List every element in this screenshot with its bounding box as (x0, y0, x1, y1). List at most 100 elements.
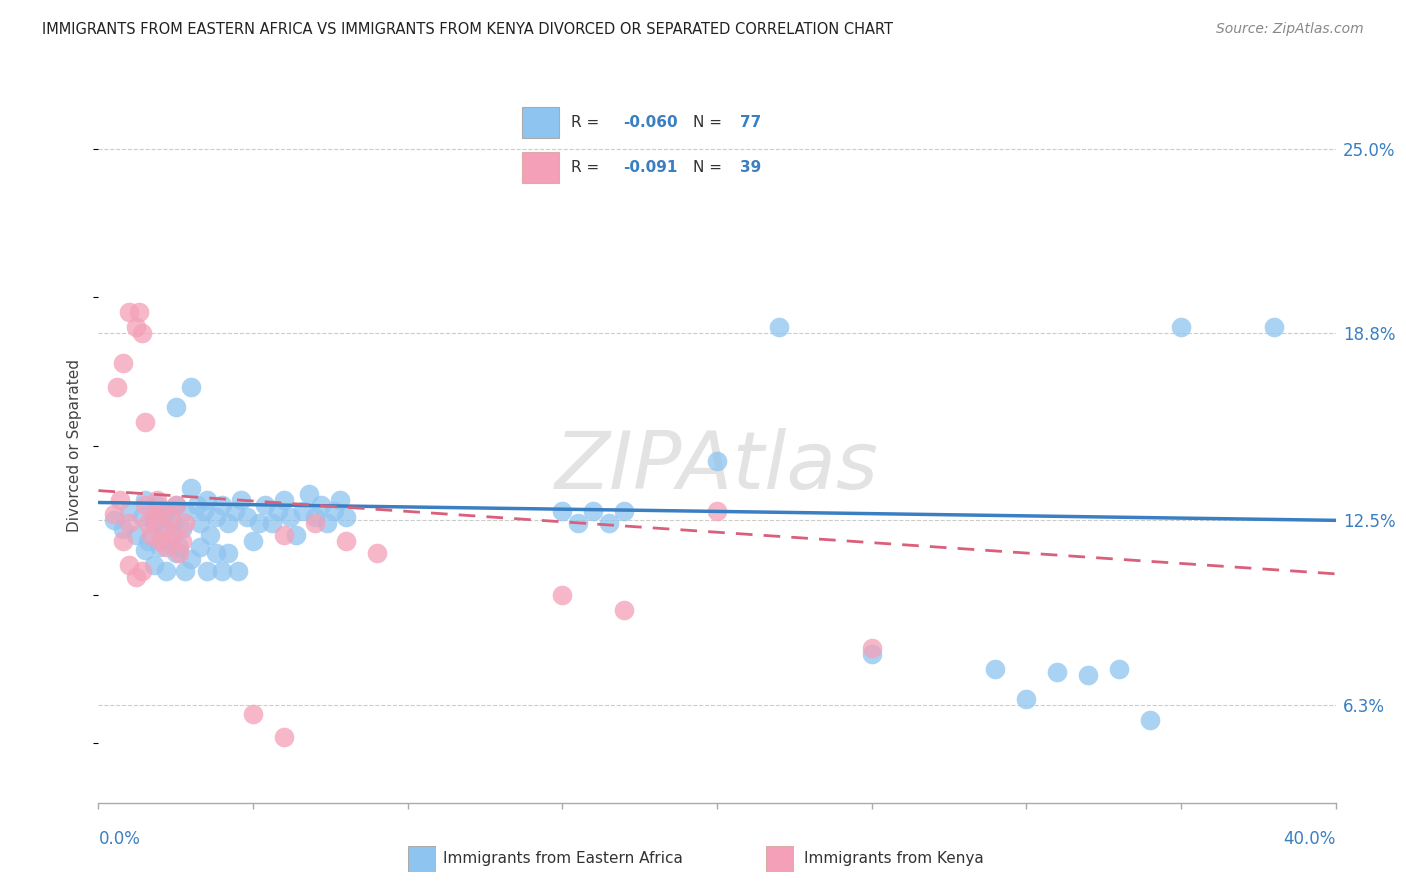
Point (112, 534, 135, 549)
Point (143, 558, 166, 572)
Point (242, 534, 264, 549)
Point (174, 516, 197, 531)
Point (273, 731, 295, 745)
Point (567, 516, 589, 531)
Point (267, 504, 290, 518)
Point (229, 492, 252, 507)
Point (165, 546, 187, 560)
Text: Immigrants from Kenya: Immigrants from Kenya (804, 852, 984, 866)
Point (298, 486, 321, 500)
Point (162, 528, 184, 542)
Point (149, 534, 172, 549)
Point (335, 534, 357, 549)
Point (254, 499, 277, 513)
Text: Source: ZipAtlas.com: Source: ZipAtlas.com (1216, 22, 1364, 37)
Point (174, 564, 197, 578)
Point (195, 492, 218, 507)
Y-axis label: Divorced or Separated: Divorced or Separated (67, 359, 83, 533)
Point (143, 510, 166, 524)
Point (211, 499, 233, 513)
Point (165, 499, 187, 513)
Point (134, 492, 156, 507)
Point (335, 510, 357, 524)
Point (1108, 662, 1130, 676)
Point (124, 320, 146, 334)
Point (198, 528, 221, 542)
Point (170, 534, 193, 549)
Point (131, 564, 153, 578)
Point (170, 522, 193, 536)
Point (226, 564, 249, 578)
Point (155, 564, 177, 578)
Point (134, 543, 156, 558)
Point (1263, 320, 1285, 334)
Point (190, 516, 212, 531)
Point (165, 401, 187, 415)
Point (124, 528, 146, 542)
Point (165, 499, 187, 513)
Point (260, 516, 283, 531)
Point (152, 522, 174, 536)
Point (273, 492, 295, 507)
Text: 0.0%: 0.0% (98, 830, 141, 847)
Point (1077, 668, 1099, 682)
Point (304, 510, 326, 524)
Point (1046, 665, 1069, 679)
Point (155, 522, 177, 536)
Point (112, 356, 135, 370)
Point (136, 516, 159, 531)
Point (598, 516, 620, 531)
Point (322, 504, 344, 518)
Point (146, 492, 169, 507)
Point (167, 540, 190, 554)
Point (143, 516, 166, 531)
Point (582, 504, 605, 518)
Point (134, 415, 156, 429)
Point (162, 516, 184, 531)
Text: 40.0%: 40.0% (1284, 830, 1336, 847)
Point (118, 516, 141, 531)
Point (139, 528, 162, 542)
Point (309, 499, 332, 513)
Point (190, 540, 212, 554)
Point (186, 499, 208, 513)
Point (131, 326, 153, 340)
Point (118, 558, 141, 572)
Point (108, 492, 131, 507)
Point (180, 481, 202, 495)
Point (706, 504, 728, 518)
Point (860, 647, 883, 661)
Point (211, 564, 233, 578)
Point (124, 570, 146, 584)
Point (149, 504, 172, 518)
Point (316, 516, 339, 531)
Point (242, 706, 264, 721)
Point (1170, 320, 1192, 334)
Point (174, 504, 197, 518)
Point (131, 510, 153, 524)
Point (103, 508, 125, 522)
Text: IMMIGRANTS FROM EASTERN AFRICA VS IMMIGRANTS FROM KENYA DIVORCED OR SEPARATED CO: IMMIGRANTS FROM EASTERN AFRICA VS IMMIGR… (42, 22, 893, 37)
Point (146, 499, 169, 513)
Point (159, 510, 181, 524)
Point (118, 504, 141, 518)
Point (706, 454, 728, 468)
Point (159, 534, 181, 549)
Point (167, 546, 190, 560)
Point (118, 305, 141, 319)
Point (329, 492, 352, 507)
Point (366, 546, 388, 560)
Point (134, 499, 156, 513)
Point (193, 504, 215, 518)
Text: ZIPAtlas: ZIPAtlas (555, 428, 879, 507)
Point (149, 540, 172, 554)
Point (1139, 713, 1161, 727)
Point (551, 504, 574, 518)
Point (155, 540, 177, 554)
Point (551, 588, 574, 602)
Point (205, 510, 228, 524)
Point (217, 516, 239, 531)
Text: Immigrants from Eastern Africa: Immigrants from Eastern Africa (443, 852, 683, 866)
Point (205, 546, 228, 560)
Point (613, 602, 636, 616)
